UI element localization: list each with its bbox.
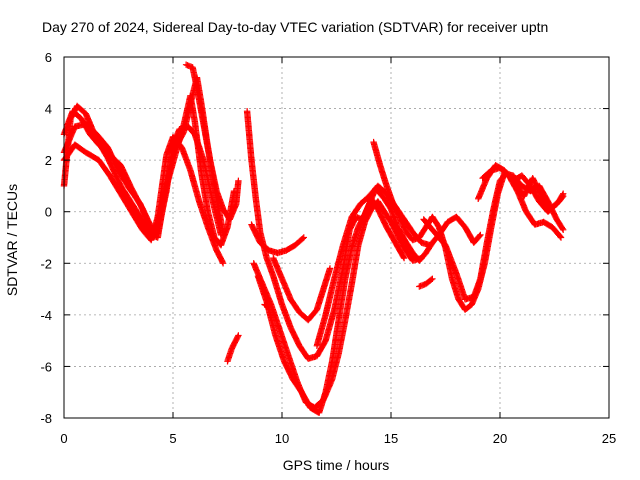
data-point [476,232,483,240]
series-track-6 [224,332,242,365]
y-axis-label: SDTVAR / TECUs [4,184,20,296]
axis-ticks: 0 5 10 15 20 25 -8 -6 -4 -2 0 2 4 6 [40,50,616,446]
data-point [560,226,567,233]
data-point [559,194,566,201]
y-tick-label: -4 [40,308,52,323]
grid-lines [64,57,609,418]
series-track-11 [261,301,273,311]
data-point [300,234,307,241]
series-track-15 [416,275,436,290]
data-point [299,235,306,242]
data-point [219,260,227,267]
plot-frame [63,56,610,419]
y-tick-label: -6 [40,359,52,374]
y-tick-label: 4 [45,102,52,117]
data-point [235,177,242,184]
series-track-18 [475,162,567,215]
data-point [559,225,566,232]
series-track-9 [254,195,408,416]
y-tick-label: 6 [45,50,52,65]
x-tick-label: 5 [169,431,176,446]
data-point [557,234,565,241]
data-point [326,265,334,272]
data-point [219,229,227,236]
x-tick-label: 25 [602,431,616,446]
y-tick-label: -2 [40,256,52,271]
series-track-2 [60,133,227,267]
data-point [400,254,408,262]
x-axis-label: GPS time / hours [283,457,390,473]
x-tick-label: 20 [493,431,507,446]
y-tick-label: 2 [45,153,52,168]
data-point [429,275,436,282]
data-series [60,61,567,416]
series-track-10 [248,221,307,257]
chart-title: Day 270 of 2024, Sidereal Day-to-day VTE… [42,19,548,35]
x-tick-label: 15 [384,431,398,446]
data-point [428,276,435,283]
y-tick-label: -8 [40,411,52,426]
series-track-5 [182,61,242,223]
x-tick-label: 10 [275,431,289,446]
data-point [560,193,567,200]
data-point [418,254,425,262]
data-point [265,303,273,311]
x-tick-label: 0 [60,431,67,446]
data-point [477,231,484,239]
data-point [235,332,242,339]
data-point [557,233,564,240]
series-track-12 [270,254,334,324]
y-tick-label: 0 [45,205,52,220]
